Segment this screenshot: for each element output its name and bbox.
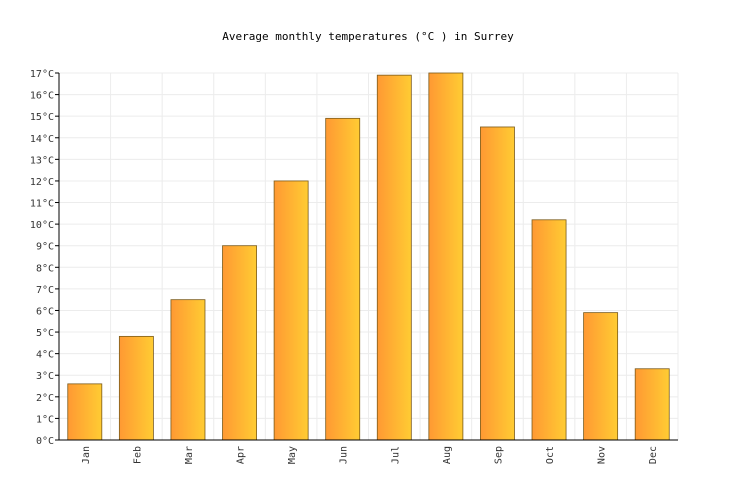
x-axis-ticks: Jan Feb Mar Apr May Jun Jul Aug Sep Oct Nov Dec: [81, 446, 659, 464]
bar-may: [273, 180, 309, 441]
y-tick-label: 2°C: [36, 393, 54, 404]
bar-jan: [67, 383, 103, 441]
bar-feb: [118, 335, 154, 441]
x-tick-label-mar: Mar: [184, 446, 195, 464]
y-tick-label: 5°C: [36, 328, 54, 339]
bar-apr: [222, 245, 257, 441]
x-tick-label-feb: Feb: [132, 446, 143, 464]
grid-layer: [58, 72, 679, 441]
bar-aug: [428, 72, 464, 441]
x-tick-label-apr: Apr: [236, 446, 247, 464]
y-tick-label: 9°C: [36, 242, 54, 253]
x-tick-label-oct: Oct: [545, 446, 556, 464]
bar-jul: [376, 74, 412, 441]
x-tick-label-may: May: [287, 446, 298, 464]
y-tick-label: 17°C: [30, 69, 54, 80]
bar-jun: [325, 117, 361, 441]
x-tick-label-jul: Jul: [390, 446, 401, 464]
bar-oct: [531, 219, 567, 441]
y-tick-label: 3°C: [36, 371, 54, 382]
y-tick-label: 11°C: [30, 199, 54, 210]
bar-nov: [583, 312, 619, 441]
y-tick-label: 7°C: [36, 285, 54, 296]
y-tick-label: 1°C: [36, 414, 54, 425]
y-tick-label: 4°C: [36, 350, 54, 361]
bar-sep: [480, 126, 515, 441]
y-tick-label: 13°C: [30, 155, 54, 166]
x-tick-label-jan: Jan: [81, 446, 92, 464]
bar-layer: [67, 72, 670, 441]
x-tick-label-jun: Jun: [339, 446, 350, 464]
y-tick-label: 6°C: [36, 306, 54, 317]
y-tick-label: 0°C: [36, 436, 54, 447]
y-tick-label: 8°C: [36, 263, 54, 274]
x-tick-label-nov: Nov: [597, 446, 608, 464]
y-tick-label: 12°C: [30, 177, 54, 188]
bar-mar: [170, 299, 206, 441]
y-tick-label: 10°C: [30, 220, 54, 231]
y-tick-label: 15°C: [30, 112, 54, 123]
chart-title: Average monthly temperatures (°C ) in Su…: [222, 30, 514, 43]
x-tick-label-aug: Aug: [442, 446, 453, 464]
y-axis-ticks: 0°C 1°C 2°C 3°C 4°C 5°C 6°C 7°C 8°C 9°C 10°C 11°C 12…: [30, 69, 59, 447]
bar-dec: [634, 368, 670, 441]
y-tick-label: 14°C: [30, 134, 54, 145]
y-tick-label: 16°C: [30, 91, 54, 102]
x-tick-label-sep: Sep: [493, 446, 504, 464]
x-tick-label-dec: Dec: [648, 446, 659, 464]
